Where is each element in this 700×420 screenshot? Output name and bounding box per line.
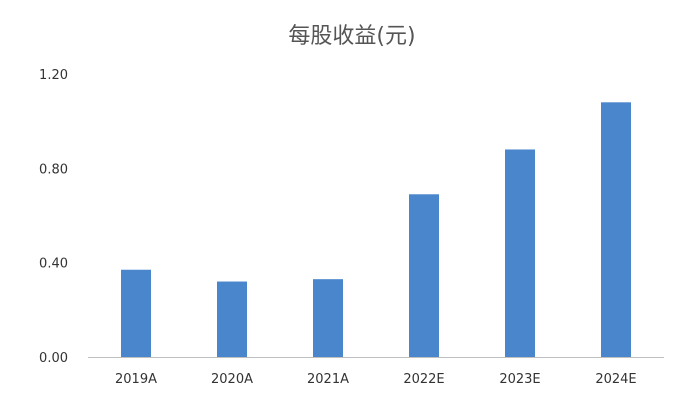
bar-2021A — [313, 279, 343, 357]
y-tick-label: 0.00 — [39, 351, 68, 366]
x-tick-label: 2023E — [499, 372, 540, 387]
bar-2022E — [409, 194, 439, 357]
y-tick-label: 0.40 — [39, 257, 68, 272]
x-tick-label: 2021A — [307, 372, 349, 387]
bar-2019A — [121, 269, 151, 357]
x-tick-label: 2022E — [403, 372, 444, 387]
y-tick-label: 0.80 — [39, 162, 68, 177]
x-tick-label: 2024E — [595, 372, 636, 387]
bar-2020A — [217, 281, 247, 357]
bars — [121, 102, 631, 357]
bar-2023E — [505, 149, 535, 357]
x-tick-label: 2020A — [211, 372, 253, 387]
chart-title: 每股收益(元) — [288, 24, 415, 49]
bar-2024E — [601, 102, 631, 357]
y-axis: 0.00 0.40 0.80 1.20 — [39, 68, 68, 366]
x-tick-label: 2019A — [115, 372, 157, 387]
y-tick-label: 1.20 — [39, 68, 68, 83]
x-axis: 2019A 2020A 2021A 2022E 2023E 2024E — [88, 357, 664, 387]
